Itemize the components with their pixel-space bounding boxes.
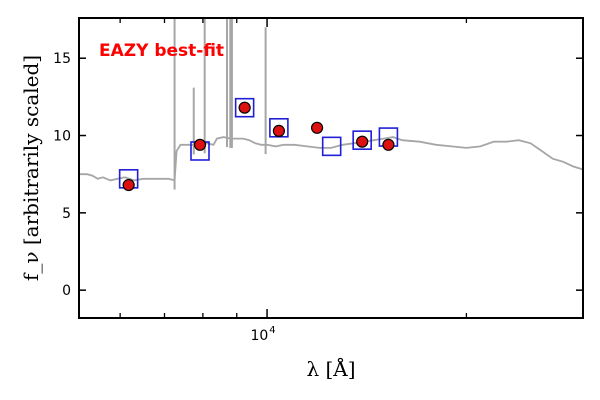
model-photometry-box (234, 97, 255, 118)
axis-labels-layer: λ [Å] f_ν [arbitrarily scaled] (19, 55, 356, 381)
x-tick-label: 104 (250, 325, 275, 344)
model-sed-line (79, 136, 583, 182)
observed-photometry-point (272, 124, 285, 137)
observed-photometry-point (193, 138, 207, 151)
plot-frame (78, 17, 584, 319)
observed-photometry-point (310, 121, 324, 134)
observed-photometry-point (356, 135, 369, 148)
axis-ticks-layer: 0 5 10 15 104 (53, 18, 584, 344)
y-tick-label: 5 (62, 206, 71, 222)
x-axis-label: λ [Å] (306, 356, 355, 381)
annotation-label: EAZY best-fit (99, 41, 224, 61)
model-photometry-box (321, 136, 342, 157)
observed-photometry-point (238, 101, 251, 114)
model-spectrum-layer (79, 18, 583, 190)
y-tick-label: 15 (53, 51, 71, 67)
observed-photometry-point (122, 178, 135, 192)
y-axis-label: f_ν [arbitrarily scaled] (19, 55, 43, 281)
y-tick-label: 0 (62, 283, 71, 299)
model-photometry-box (352, 130, 372, 150)
observed-photometry-point (382, 138, 395, 151)
observed-photometry-layer (122, 101, 395, 192)
y-tick-label: 10 (53, 129, 71, 145)
